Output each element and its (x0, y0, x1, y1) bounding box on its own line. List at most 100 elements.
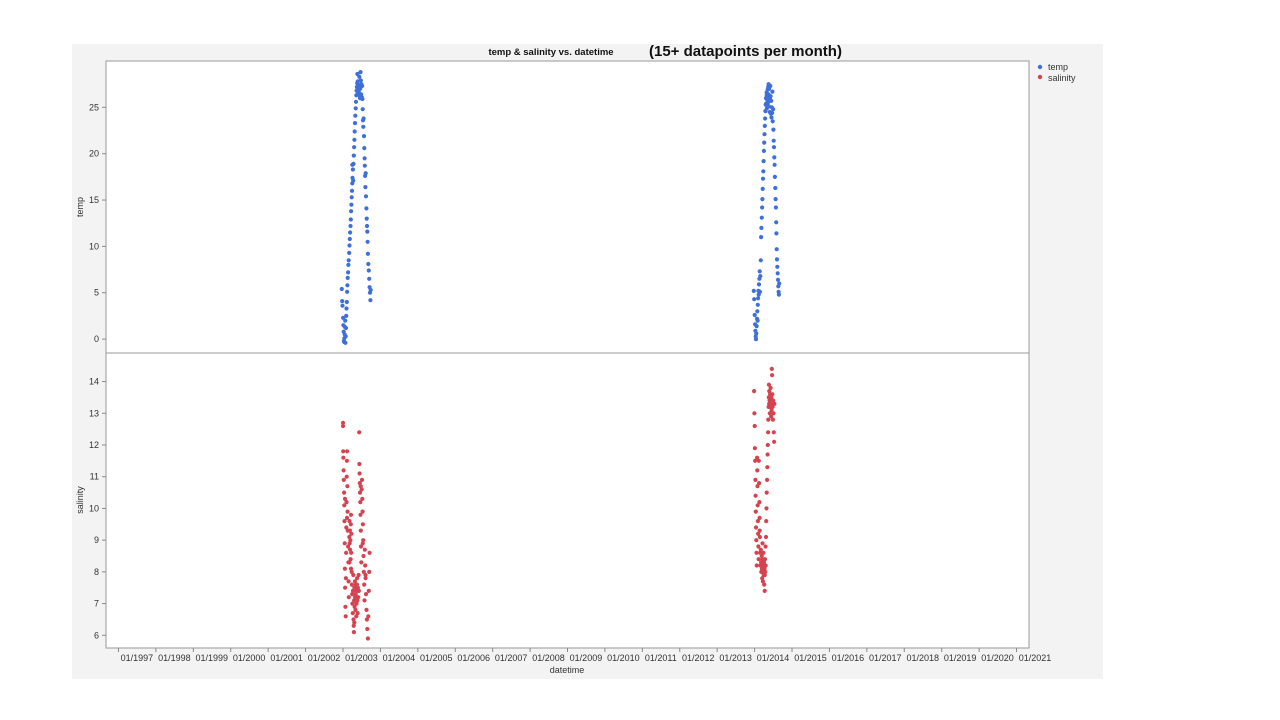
salinity-point (343, 576, 348, 581)
salinity-point (770, 404, 775, 409)
salinity-point (360, 509, 365, 514)
x-tick-label: 01/2012 (682, 653, 715, 663)
temp-point (755, 318, 760, 323)
salinity-point (757, 500, 762, 505)
salinity-point (354, 601, 359, 606)
salinity-point (345, 509, 350, 514)
temp-point (343, 318, 348, 323)
temp-point (772, 162, 777, 167)
salinity-point (755, 468, 760, 473)
salinity-point (348, 566, 354, 571)
salinity-point (355, 598, 360, 603)
salinity-point (752, 446, 758, 451)
x-tick-label: 01/2015 (794, 653, 827, 663)
temp-point (756, 282, 762, 287)
temp-point (352, 137, 357, 142)
temp-point (346, 270, 351, 275)
salinity-point (343, 585, 348, 590)
salinity-point (362, 547, 367, 552)
salinity-point (763, 534, 769, 540)
salinity-point (356, 588, 361, 594)
salinity-point (342, 541, 347, 546)
salinity-point (346, 595, 351, 600)
salinity-point (766, 430, 771, 435)
x-tick-label: 01/2018 (906, 653, 939, 663)
salinity-point (762, 557, 768, 562)
temp-point (771, 107, 776, 112)
salinity-point (341, 468, 346, 473)
salinity-point (752, 411, 757, 416)
salinity-point (364, 617, 369, 622)
temp-y-tick-label: 0 (94, 334, 99, 344)
salinity-point (765, 442, 770, 448)
temp-point (754, 331, 759, 336)
temp-point (361, 116, 366, 121)
temp-point (362, 163, 367, 168)
salinity-point (752, 389, 757, 394)
temp-point (347, 236, 352, 242)
salinity-point (753, 493, 758, 498)
temp-point (362, 146, 367, 151)
salinity-point (771, 411, 776, 416)
salinity-point (754, 538, 759, 543)
temp-point (775, 264, 780, 269)
salinity-point (342, 503, 347, 508)
salinity-point (361, 569, 366, 575)
temp-point (770, 119, 775, 124)
salinity-point (762, 582, 767, 587)
temp-point (762, 132, 767, 137)
salinity-point (365, 636, 370, 641)
x-tick-label: 01/2000 (233, 653, 266, 663)
salinity-point (352, 585, 357, 590)
salinity-point (355, 576, 360, 581)
salinity-point (343, 614, 348, 619)
salinity-point (760, 541, 765, 546)
salinity-y-tick-label: 9 (94, 535, 99, 545)
salinity-point (344, 474, 349, 479)
salinity-point (347, 534, 352, 540)
x-axis: 01/1997 01/1998 01/1999 01/2000 01/2001 01/20… (117, 648, 1051, 663)
temp-point (758, 274, 763, 279)
salinity-point (764, 506, 769, 511)
salinity-y-tick-label: 8 (94, 567, 99, 577)
temp-point (761, 169, 766, 174)
temp-point (774, 247, 779, 252)
x-tick-label: 01/2010 (607, 653, 640, 663)
temp-point (770, 110, 775, 115)
temp-series (339, 70, 782, 345)
salinity-point (367, 550, 372, 555)
salinity-point (350, 601, 355, 606)
salinity-point (364, 607, 369, 613)
salinity-point (765, 465, 770, 470)
temp-point (349, 202, 354, 207)
salinity-point (762, 572, 767, 578)
salinity-y-tick-label: 14 (89, 377, 99, 387)
salinity-point (753, 509, 758, 514)
temp-point (367, 276, 372, 281)
salinity-point (352, 620, 357, 625)
temp-point (758, 258, 763, 263)
salinity-point (347, 519, 352, 524)
salinity-point (357, 471, 362, 476)
salinity-point (361, 553, 366, 559)
salinity-point (363, 576, 368, 581)
salinity-point (769, 366, 774, 371)
temp-point (771, 145, 777, 150)
temp-point (777, 281, 782, 286)
temp-point (755, 309, 760, 314)
salinity-point (770, 417, 776, 422)
temp-point (775, 271, 780, 276)
salinity-point (762, 566, 767, 571)
temp-y-axis: 0 5 10 15 20 25 (89, 102, 106, 344)
temp-point (759, 225, 764, 230)
temp-point (349, 195, 354, 200)
temp-point (366, 268, 371, 273)
temp-point (339, 286, 344, 292)
salinity-point (360, 496, 365, 501)
salinity-point (349, 569, 354, 575)
x-tick-label: 01/2005 (420, 653, 453, 663)
salinity-point (360, 522, 365, 527)
chart-canvas: temp & salinity vs. datetime (15+ datapo… (75, 44, 1076, 675)
salinity-point (362, 582, 367, 587)
salinity-point (755, 503, 760, 508)
